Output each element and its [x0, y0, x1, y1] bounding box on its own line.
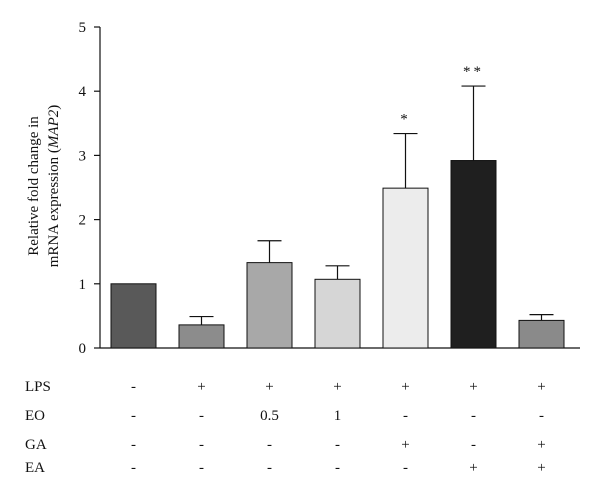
y-tick-label: 0 [79, 341, 87, 357]
treatment-cell: + [469, 379, 477, 395]
treatment-cell: 0.5 [260, 408, 279, 424]
treatment-cell: - [131, 460, 136, 476]
y-tick-label: 1 [79, 277, 87, 293]
y-axis-label-line-2-text: mRNA expression ( [46, 148, 62, 267]
treatment-factor-label: LPS [25, 379, 51, 395]
significance-marker: * [400, 112, 411, 128]
treatment-cell: + [333, 379, 341, 395]
bar [382, 187, 429, 349]
y-tick-label: 5 [79, 20, 87, 36]
treatment-cell: - [335, 460, 340, 476]
treatment-factor-label: GA [25, 437, 47, 453]
treatment-cell: - [267, 437, 272, 453]
treatment-cell: - [471, 408, 476, 424]
treatment-cell: + [197, 379, 205, 395]
y-tick-label: 2 [79, 213, 87, 229]
bar [450, 160, 497, 349]
significance-marker: ** [463, 64, 484, 80]
treatment-cell: - [539, 408, 544, 424]
treatment-cell: - [267, 460, 272, 476]
treatment-cell: + [537, 437, 545, 453]
treatment-cell: + [401, 437, 409, 453]
treatment-table: LPS - + + + + + + EO - - 0.5 1 - - - GA - - - - + - + EA - - - - - + + [25, 379, 546, 476]
treatment-factor-label: EA [25, 460, 45, 476]
bar [178, 324, 225, 349]
bar [518, 319, 565, 349]
treatment-cell: - [403, 408, 408, 424]
treatment-cell: 1 [334, 408, 342, 424]
bar [314, 278, 361, 349]
y-tick-label: 3 [79, 148, 87, 164]
treatment-cell: - [335, 437, 340, 453]
treatment-cell: - [471, 437, 476, 453]
treatment-cell: - [131, 437, 136, 453]
treatment-cell: + [265, 379, 273, 395]
bar [246, 262, 293, 349]
y-axis-label-line-1: Relative fold change in [26, 116, 42, 256]
treatment-cell: - [199, 408, 204, 424]
treatment-cell: + [401, 379, 409, 395]
treatment-cell: + [469, 460, 477, 476]
bar [110, 283, 157, 349]
treatment-cell: - [199, 460, 204, 476]
bars: *** [110, 64, 565, 349]
treatment-factor-label: EO [25, 408, 45, 424]
y-tick-label: 4 [79, 84, 87, 100]
treatment-cell: + [537, 460, 545, 476]
treatment-cell: + [537, 379, 545, 395]
y-axis-label-close: ) [46, 105, 62, 110]
y-axis-label-line-2: mRNA expression (MAP2) [46, 105, 62, 268]
y-axis-label-gene: MAP2 [46, 109, 62, 149]
treatment-cell: - [131, 379, 136, 395]
treatment-cell: - [131, 408, 136, 424]
y-axis-label: Relative fold change in mRNA expression … [26, 105, 62, 268]
treatment-cell: - [199, 437, 204, 453]
treatment-cell: - [403, 460, 408, 476]
